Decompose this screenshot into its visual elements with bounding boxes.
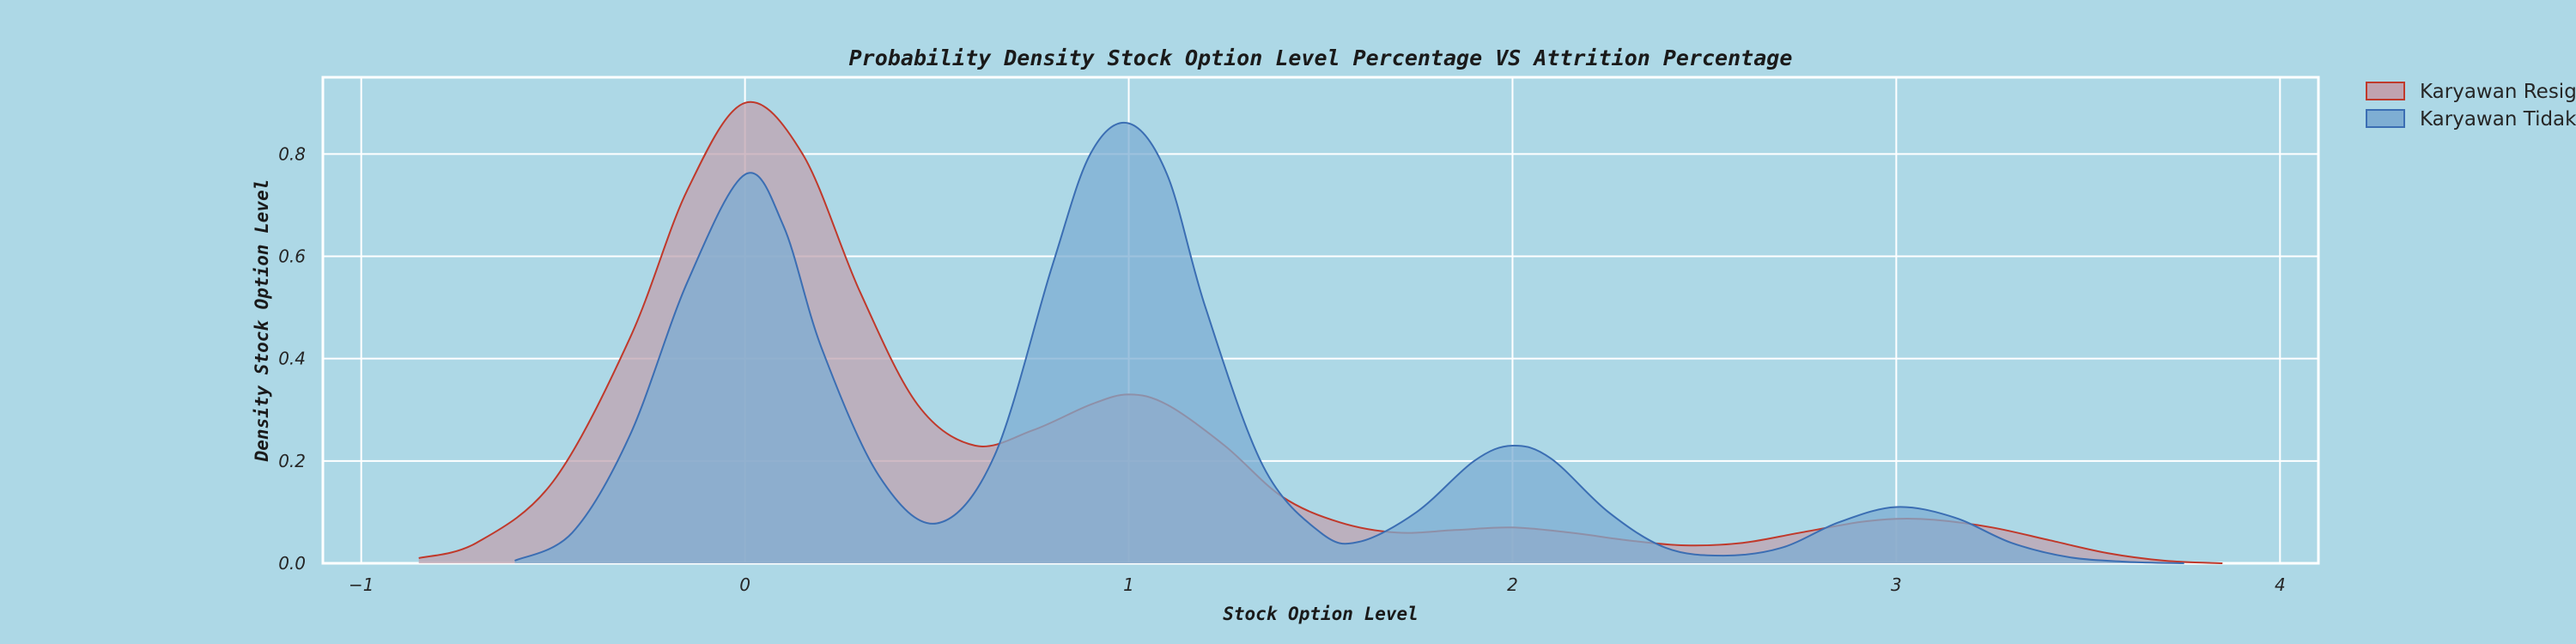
x-tick-label: −1 <box>349 574 374 595</box>
legend-label-tidak-resign: Karyawan Tidak Resign <box>2420 108 2576 131</box>
y-tick-label: 0.2 <box>278 451 306 471</box>
legend-label-resign: Karyawan Resign <box>2420 81 2576 103</box>
x-tick-label: 4 <box>2275 574 2286 595</box>
y-tick-label: 0.0 <box>278 553 306 574</box>
chart-title: Probability Density Stock Option Level P… <box>849 46 1793 70</box>
x-tick-label: 3 <box>1891 574 1902 595</box>
x-tick-label: 2 <box>1507 574 1518 595</box>
series-line-1 <box>514 121 2184 564</box>
x-tick-label: 1 <box>1123 574 1134 595</box>
legend: Karyawan Resign Karyawan Tidak Resign <box>2366 81 2576 131</box>
y-tick-label: 0.6 <box>278 246 306 267</box>
tick-labels: −1 0 1 2 3 4 0.0 0.2 0.4 0.6 0.8 <box>278 143 2285 595</box>
x-tick-label: 0 <box>739 574 750 595</box>
legend-swatch-resign <box>2366 82 2405 100</box>
y-tick-label: 0.4 <box>278 349 306 369</box>
x-axis-label: Stock Option Level <box>1223 604 1419 624</box>
series-area-0 <box>418 101 2223 564</box>
series-area-1 <box>514 122 2184 563</box>
y-tick-label: 0.8 <box>278 143 306 164</box>
y-axis-label: Density Stock Option Level <box>252 179 272 463</box>
legend-swatch-tidak-resign <box>2366 109 2405 128</box>
series-layer <box>418 100 2223 564</box>
